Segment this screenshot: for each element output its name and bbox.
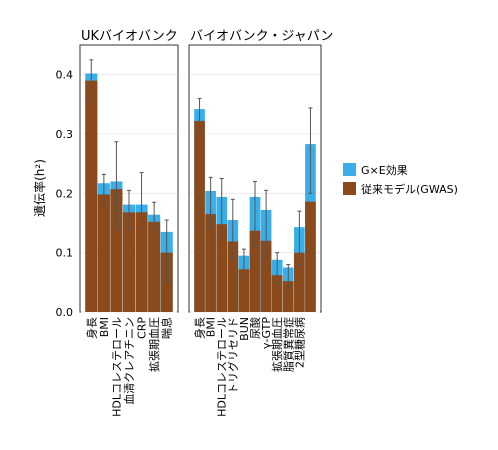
bar-base <box>216 224 228 312</box>
bar-base <box>135 212 148 312</box>
x-tick-label: 拡張期血圧 <box>270 317 284 372</box>
bar-base <box>122 212 136 312</box>
x-tick-label: 拡張期血圧 <box>147 317 161 372</box>
x-tick-label: CRP <box>136 317 149 339</box>
panel-1: UKバイオバンク身長 BMI HDLコレステロール 血清クレアチニン CRP 拡張期血圧喘… <box>79 29 179 417</box>
bar-base <box>85 80 98 312</box>
bar-base <box>205 214 216 312</box>
x-tick-label: 喘息 <box>160 317 174 339</box>
panel-title: バイオバンク・ジャパン <box>190 29 333 44</box>
x-tick-label: BUN <box>238 317 251 341</box>
y-tick-label: 0.3 <box>56 128 74 141</box>
x-tick-label: HDLコレステロール <box>110 317 123 417</box>
bar-base <box>260 240 272 312</box>
legend-label-gxe: G×E効果 <box>361 163 408 177</box>
bar-base <box>271 275 283 312</box>
x-tick-label: BMI <box>205 317 218 337</box>
bar-base <box>97 194 110 312</box>
x-tick-label: 身長 <box>193 317 207 339</box>
x-tick-label: HDLコレステロール <box>216 317 229 417</box>
legend-label-base: 従来モデル(GWAS) <box>361 182 458 196</box>
bar-base <box>194 120 205 313</box>
legend-swatch-base <box>343 182 356 195</box>
legend-swatch-gxe <box>343 163 356 176</box>
y-axis-label: 遺伝率(h²) <box>32 159 47 217</box>
bar-base <box>305 201 316 312</box>
y-tick-label: 0.4 <box>56 69 74 82</box>
bar-base <box>110 189 123 312</box>
y-tick-label: 0.1 <box>56 247 74 260</box>
bar-base <box>238 269 250 312</box>
legend: G×E効果 従来モデル(GWAS) <box>343 163 458 196</box>
bar-base <box>249 230 261 312</box>
x-tick-label: トリグリセリド <box>226 317 240 394</box>
x-tick-label: γ-GTP <box>260 317 273 349</box>
y-tick-label: 0.2 <box>56 187 74 200</box>
x-tick-label: 2型糖尿病 <box>292 317 306 368</box>
x-tick-label: 脂質異常症 <box>281 317 295 372</box>
y-tick-label: 0.0 <box>56 306 74 319</box>
bar-base <box>294 252 305 312</box>
bar-base <box>282 281 294 312</box>
bar-base <box>227 241 239 312</box>
x-tick-label: 血清クレアチニン <box>122 317 136 405</box>
x-tick-label: BMI <box>98 317 111 337</box>
x-tick-label: 尿酸 <box>248 317 262 339</box>
bar-base <box>148 221 161 312</box>
panel-title: UKバイオバンク <box>81 29 178 44</box>
panel-2: バイオバンク・ジャパン身長BMIHDLコレステロールトリグリセリドBUN尿酸γ-… <box>188 29 333 417</box>
x-tick-label: 身長 <box>84 317 98 339</box>
